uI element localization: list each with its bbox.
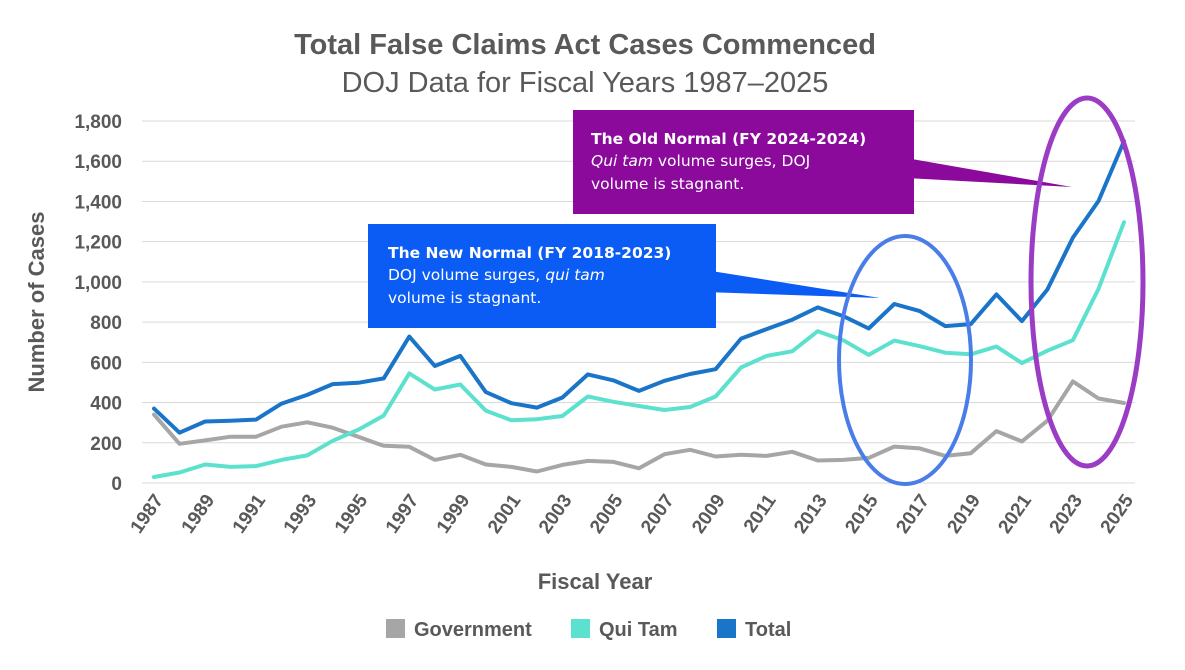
new-normal-italic: qui tam: [545, 266, 605, 284]
y-tick-label: 200: [90, 434, 122, 455]
x-tick-label: 1987: [127, 491, 168, 538]
legend-label-qui-tam: Qui Tam: [599, 619, 678, 641]
y-tick-label: 1,400: [74, 192, 122, 213]
legend-label-government: Government: [414, 619, 532, 641]
y-tick-label: 400: [90, 394, 122, 415]
y-tick-label: 1,600: [74, 152, 122, 173]
series-line-qui-tam: [152, 220, 1126, 479]
series-line-government: [152, 379, 1126, 474]
x-tick-label: 2025: [1097, 490, 1139, 537]
x-tick-label: 2003: [535, 491, 576, 538]
new-normal-callout: The New Normal (FY 2018-2023) DOJ volume…: [368, 224, 716, 328]
chart-subtitle: DOJ Data for Fiscal Years 1987–2025: [342, 67, 829, 99]
x-tick-label: 1999: [433, 491, 474, 538]
y-tick-label: 1,200: [74, 233, 122, 254]
x-tick-label: 2005: [586, 490, 628, 537]
x-tick-label: 2011: [740, 490, 781, 536]
new-normal-text: DOJ volume surges, qui tam volume is stag…: [388, 264, 696, 310]
x-tick-label: 1993: [280, 491, 321, 538]
x-tick-label: 2015: [841, 490, 883, 537]
y-tick-label: 0: [111, 474, 122, 495]
y-axis-ticks: 0 200 400 600 800 1,000 1,200 1,400 1,600 1,800: [74, 112, 122, 495]
series-line-total: [152, 139, 1126, 435]
legend-swatch-qui-tam: [571, 619, 590, 638]
x-tick-label: 2007: [637, 491, 678, 538]
x-tick-label: 2001: [484, 490, 526, 537]
y-axis-label: Number of Cases: [24, 212, 49, 393]
y-tick-label: 1,800: [74, 112, 122, 133]
old-normal-pointer: [906, 158, 1072, 187]
x-tick-label: 1991: [229, 490, 271, 537]
new-normal-highlight-ellipse: [837, 234, 973, 486]
chart-title: Total False Claims Act Cases Commenced: [294, 29, 876, 61]
new-normal-text-1: DOJ volume surges,: [388, 266, 546, 284]
x-tick-label: 2023: [1046, 491, 1087, 538]
legend: Government Qui Tam Total: [386, 619, 791, 641]
x-tick-label: 2019: [943, 491, 984, 538]
old-normal-text-1: volume surges, DOJ: [652, 152, 811, 170]
x-tick-label: 2017: [892, 491, 933, 538]
y-tick-label: 600: [90, 353, 122, 374]
x-tick-label: 1997: [382, 491, 423, 538]
x-axis-label: Fiscal Year: [538, 569, 653, 594]
old-normal-callout: The Old Normal (FY 2024-2024) Qui tam vo…: [573, 110, 914, 214]
old-normal-text: Qui tam volume surges, DOJ volume is stag…: [591, 150, 896, 196]
old-normal-text-2: volume is stagnant.: [591, 175, 745, 193]
old-normal-highlight-ellipse: [1028, 95, 1146, 469]
old-normal-title: The Old Normal (FY 2024-2024): [591, 130, 867, 148]
legend-swatch-total: [717, 619, 736, 638]
y-tick-label: 1,000: [74, 273, 122, 294]
legend-swatch-government: [386, 619, 405, 638]
x-tick-label: 2009: [688, 491, 729, 538]
x-tick-label: 2021: [995, 490, 1037, 537]
series-lines: [152, 139, 1126, 479]
x-axis-ticks: 1987 1989 1991 1993 1995 1997 1999 2001 2003 2005…: [127, 490, 1139, 537]
new-normal-pointer: [705, 270, 880, 298]
y-tick-label: 800: [90, 313, 122, 334]
x-tick-label: 2013: [790, 491, 831, 538]
old-normal-italic: Qui tam: [591, 152, 653, 170]
new-normal-text-2: volume is stagnant.: [388, 289, 542, 307]
new-normal-title: The New Normal (FY 2018-2023): [388, 244, 672, 262]
legend-label-total: Total: [745, 619, 791, 641]
x-tick-label: 1989: [178, 491, 219, 538]
x-tick-label: 1995: [331, 490, 373, 537]
